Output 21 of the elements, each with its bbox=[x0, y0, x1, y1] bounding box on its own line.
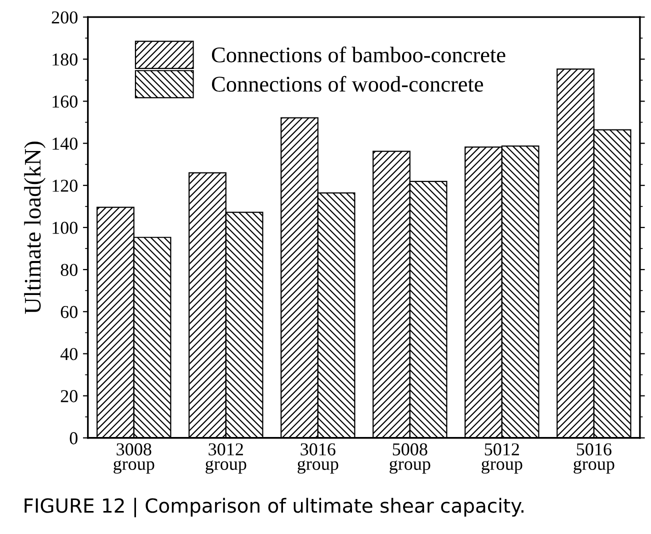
y-tick-label: 100 bbox=[52, 222, 78, 234]
y-tick-label: 160 bbox=[52, 96, 78, 108]
y-tick-label: 20 bbox=[60, 390, 78, 402]
x-tick-label: 3012 group bbox=[206, 443, 246, 474]
x-tick-label: 3016 group bbox=[298, 443, 338, 474]
y-tick-label: 60 bbox=[60, 306, 78, 318]
y-tick-label: 0 bbox=[70, 432, 78, 444]
y-axis-title: Ultimate load(kN) bbox=[24, 142, 46, 314]
legend-label: Connections of wood-concrete bbox=[212, 76, 484, 92]
y-tick-label: 80 bbox=[60, 264, 78, 276]
y-tick-label: 200 bbox=[52, 11, 78, 24]
y-tick-label: 120 bbox=[52, 180, 78, 192]
y-tick-label: 40 bbox=[60, 348, 78, 360]
y-tick-label: 140 bbox=[52, 138, 78, 150]
x-tick-label: 5008 group bbox=[390, 443, 430, 474]
x-tick-label: 5016 group bbox=[574, 443, 614, 474]
legend-label: Connections of bamboo-concrete bbox=[212, 46, 506, 62]
caption: FIGURE 12 | Comparison of ultimate shear capacity. bbox=[24, 498, 524, 518]
y-tick-label: 180 bbox=[52, 53, 78, 66]
x-tick-label: 3008 group bbox=[114, 443, 154, 474]
x-tick-label: 5012 group bbox=[482, 443, 522, 474]
